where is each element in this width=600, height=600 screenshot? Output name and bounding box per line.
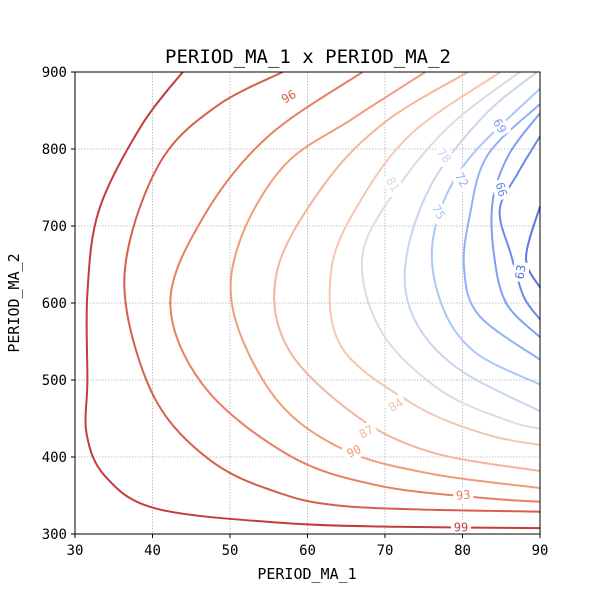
y-tick-label: 600 [42,296,67,312]
contour-label-bg [431,142,457,169]
contour-label-bg [426,199,451,225]
contour-label-bg [450,519,471,536]
contour-line-87 [273,71,541,473]
y-tick-label: 900 [42,65,67,81]
contour-line-75 [430,87,541,386]
chart-title: PERIOD_MA_1 x PERIOD_MA_2 [165,46,451,68]
contour-label-bg [511,260,531,284]
y-tick-label: 300 [42,527,67,543]
contour-line-96 [123,71,541,513]
contour-line-78 [403,71,541,413]
contour-label-63: 63 [512,264,528,281]
contour-line-72 [462,103,541,361]
contour-line-99 [84,71,541,530]
x-tick-label: 40 [144,543,161,559]
contour-line-81 [360,71,541,430]
x-tick-label: 60 [299,543,316,559]
contour-label-66: 66 [493,181,510,199]
contour-line-66 [498,135,541,321]
contour-label-bg [449,167,474,193]
contour-label-99: 99 [454,520,468,534]
x-tick-label: 30 [67,543,84,559]
y-tick-label: 700 [42,219,67,235]
y-tick-label: 400 [42,450,67,466]
contour-label-93: 93 [455,488,471,503]
x-axis-label: PERIOD_MA_1 [257,565,356,583]
contour-label-96: 96 [279,87,299,106]
x-tick-label: 70 [377,543,394,559]
y-tick-label: 500 [42,373,67,389]
y-tick-label: 800 [42,142,67,158]
contour-label-75: 75 [429,202,448,222]
contour-label-87: 87 [357,422,377,441]
contour-label-bg [487,113,512,139]
contour-line-90 [229,71,541,489]
contour-label-72: 72 [452,170,471,190]
y-axis-label: PERIOD_MA_2 [5,253,23,352]
contour-line-63 [525,206,541,289]
contour-line-93 [169,71,541,503]
contour-label-84: 84 [386,395,406,414]
contour-label-bg [380,171,405,198]
contour-label-90: 90 [344,442,363,461]
contour-label-bg [452,486,474,505]
contour-label-69: 69 [490,116,509,136]
contour-label-bg [490,177,512,202]
x-tick-label: 80 [454,543,471,559]
contour-label-bg [276,84,302,109]
contour-line-84 [328,71,541,446]
axis-ticks: 30 40 50 60 70 80 90 300 400 500 600 700 800 900 [42,65,549,559]
x-tick-label: 50 [222,543,239,559]
x-tick-label: 90 [532,543,549,559]
contour-label-81: 81 [383,175,402,195]
contour-lines [84,71,541,530]
contour-label-bg [383,393,409,418]
contour-line-69 [490,112,541,338]
contour-label-bg [341,439,367,463]
contour-label-bg [353,420,380,444]
